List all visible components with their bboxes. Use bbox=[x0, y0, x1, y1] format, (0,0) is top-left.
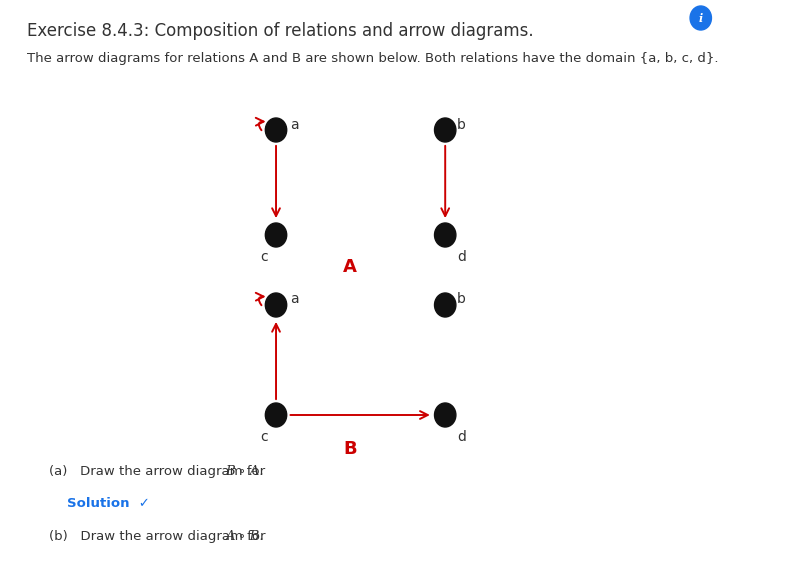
Text: Solution  ✓: Solution ✓ bbox=[67, 497, 149, 510]
Circle shape bbox=[435, 118, 456, 142]
Text: a: a bbox=[290, 292, 299, 306]
Text: d: d bbox=[457, 250, 465, 264]
Circle shape bbox=[435, 403, 456, 427]
Text: a: a bbox=[290, 118, 299, 132]
Text: c: c bbox=[260, 250, 267, 264]
Text: c: c bbox=[260, 430, 267, 444]
Circle shape bbox=[265, 118, 287, 142]
Circle shape bbox=[265, 403, 287, 427]
Text: i: i bbox=[699, 13, 703, 24]
Circle shape bbox=[690, 6, 711, 30]
Text: The arrow diagrams for relations A and B are shown below. Both relations have th: The arrow diagrams for relations A and B… bbox=[27, 52, 718, 65]
Text: B: B bbox=[343, 440, 357, 458]
Text: d: d bbox=[457, 430, 465, 444]
Text: (a)   Draw the arrow diagram for: (a) Draw the arrow diagram for bbox=[49, 465, 269, 478]
Circle shape bbox=[435, 223, 456, 247]
Text: b: b bbox=[457, 118, 465, 132]
Text: A ∘ B.: A ∘ B. bbox=[225, 530, 264, 543]
Text: Exercise 8.4.3: Composition of relations and arrow diagrams.: Exercise 8.4.3: Composition of relations… bbox=[27, 22, 533, 40]
Text: B ∘ A.: B ∘ A. bbox=[225, 465, 264, 478]
Circle shape bbox=[265, 223, 287, 247]
Text: A: A bbox=[343, 258, 357, 276]
Text: b: b bbox=[457, 292, 465, 306]
Text: (b)   Draw the arrow diagram for: (b) Draw the arrow diagram for bbox=[49, 530, 270, 543]
Circle shape bbox=[265, 293, 287, 317]
Circle shape bbox=[435, 293, 456, 317]
